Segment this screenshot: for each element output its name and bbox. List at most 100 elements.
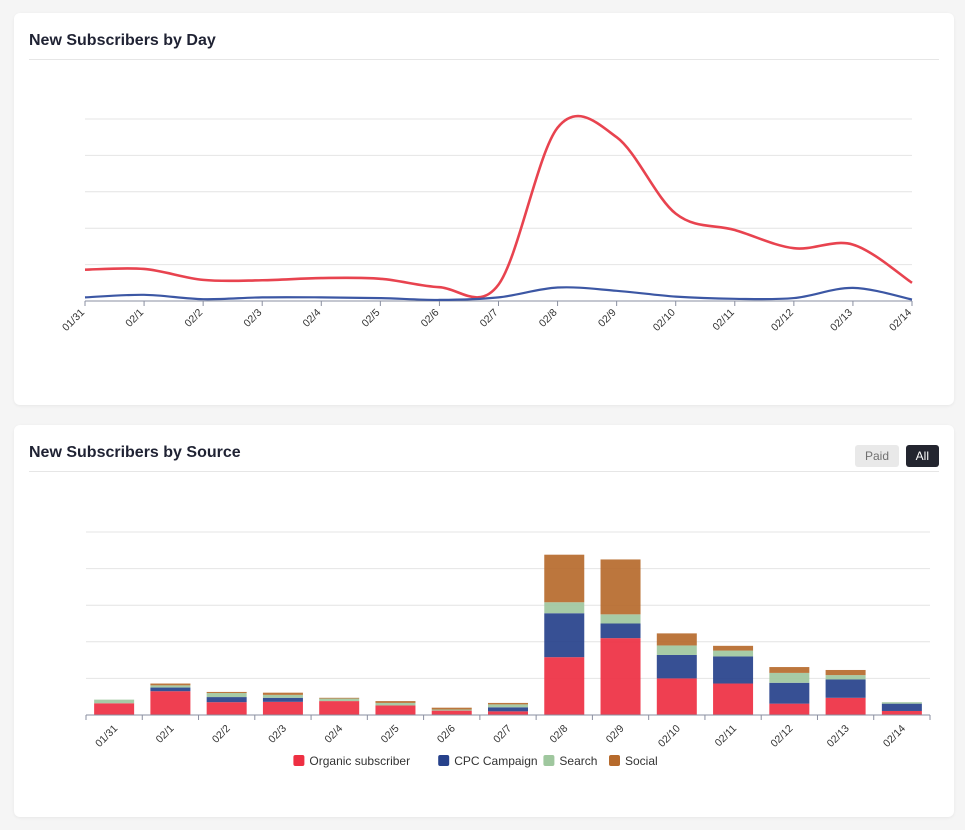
bar-segment-cpc-campaign <box>656 654 697 679</box>
title-divider <box>29 471 939 472</box>
bar-segment-social <box>319 697 360 699</box>
x-tick-label: 02/4 <box>322 723 345 746</box>
x-tick-label: 02/6 <box>435 723 458 746</box>
all-toggle-button[interactable]: All <box>905 445 939 467</box>
series-line-1 <box>84 114 913 299</box>
paid-toggle-button[interactable]: Paid <box>854 445 899 467</box>
x-tick-label: 02/7 <box>478 307 501 330</box>
x-tick-label: 02/14 <box>887 307 914 334</box>
bar-segment-cpc-campaign <box>600 623 641 639</box>
bar-segment-social <box>769 667 810 673</box>
x-tick-label: 02/2 <box>210 723 233 746</box>
x-tick-label: 01/31 <box>60 307 87 334</box>
x-tick-label: 02/10 <box>651 307 678 334</box>
bar-segment-social <box>206 691 247 694</box>
x-tick-label: 02/5 <box>360 307 383 330</box>
bar-segment-cpc-campaign <box>150 687 191 692</box>
x-tick-label: 02/11 <box>710 307 737 334</box>
bar-segment-organic-subscriber <box>825 697 866 715</box>
bar-segment-search <box>206 693 247 698</box>
bar-segment-search <box>881 702 922 704</box>
bar-segment-organic-subscriber <box>375 705 416 715</box>
x-tick-label: 02/13 <box>825 723 852 750</box>
bar-segment-cpc-campaign <box>713 656 754 684</box>
x-tick-label: 02/6 <box>419 307 442 330</box>
stacked-bar-chart: 01/31 02/1 02/2 02/3 02/4 02/5 02/6 02/7 02/8 02/… <box>85 531 931 768</box>
bar-segment-search <box>150 685 191 688</box>
bar-segment-social <box>431 707 472 710</box>
bar-segment-search <box>544 602 585 614</box>
bar-segment-search <box>600 614 641 624</box>
bar-segment-search <box>656 645 697 655</box>
bar-segment-social <box>488 702 528 705</box>
bar-segment-organic-subscriber <box>656 678 697 715</box>
bar-segment-cpc-campaign <box>262 697 303 702</box>
bar-segment-social <box>713 645 754 651</box>
bar-segment-organic-subscriber <box>94 703 135 715</box>
bar-segment-social <box>656 633 697 646</box>
x-tick-label: 02/5 <box>379 723 402 746</box>
x-tick-label: 02/1 <box>123 307 146 330</box>
bar-segment-cpc-campaign <box>206 697 247 703</box>
legend-label: Organic subscriber <box>309 754 410 768</box>
bar-segment-search <box>262 694 303 698</box>
legend-swatch-cpc-campaign <box>438 755 450 766</box>
series-line-2 <box>84 286 913 302</box>
x-tick-label: 01/31 <box>93 723 120 750</box>
bar-segment-cpc-campaign <box>769 682 810 704</box>
bar-segment-organic-subscriber <box>431 710 472 715</box>
line-chart: 01/31 02/1 02/2 02/3 02/4 02/5 02/6 02/7 02/8 02/… <box>60 114 914 334</box>
bar-segment-cpc-campaign <box>488 707 528 712</box>
day-chart-title: New Subscribers by Day <box>29 32 216 49</box>
legend-swatch-organic-subscriber <box>293 755 305 766</box>
bar-segment-organic-subscriber <box>713 683 754 715</box>
legend-swatch-social <box>609 755 620 766</box>
bar-segment-search <box>825 675 866 680</box>
bar-segment-search <box>375 702 416 706</box>
legend-swatch-search <box>543 755 555 766</box>
x-tick-label: 02/3 <box>266 723 289 746</box>
x-tick-label: 02/1 <box>154 723 177 746</box>
bar-segment-search <box>488 704 528 708</box>
subscribers-by-source-card: New Subscribers by Source Paid All 01/31… <box>14 425 954 817</box>
x-tick-label: 02/13 <box>828 307 855 334</box>
x-tick-label: 02/14 <box>881 723 908 750</box>
subscribers-by-day-card: New Subscribers by Day 01/31 02/1 02/2 02/3… <box>14 13 954 405</box>
bar-segment-cpc-campaign <box>544 613 585 658</box>
x-tick-label: 02/8 <box>547 723 570 746</box>
bar-segment-cpc-campaign <box>881 703 922 711</box>
x-tick-label: 02/9 <box>604 723 627 746</box>
bar-segment-organic-subscriber <box>488 711 528 715</box>
x-tick-label: 02/3 <box>241 307 264 330</box>
x-tick-label: 02/12 <box>768 723 795 750</box>
bar-segment-organic-subscriber <box>544 657 585 715</box>
bar-segment-search <box>319 698 360 702</box>
bar-segment-social <box>825 669 866 676</box>
bar-segment-search <box>94 699 135 704</box>
legend-label: Search <box>559 754 597 768</box>
bar-segment-cpc-campaign <box>825 679 866 698</box>
bar-segment-organic-subscriber <box>206 702 247 715</box>
bar-segment-organic-subscriber <box>600 638 641 715</box>
bar-segment-social <box>375 701 416 703</box>
bar-segment-organic-subscriber <box>150 691 191 715</box>
x-tick-label: 02/7 <box>491 723 514 746</box>
bar-segment-organic-subscriber <box>881 710 922 715</box>
x-tick-label: 02/11 <box>713 723 740 750</box>
x-tick-label: 02/12 <box>769 307 796 334</box>
legend-label: Social <box>625 754 658 768</box>
bar-segment-social <box>600 559 641 615</box>
x-tick-label: 02/4 <box>300 307 323 330</box>
title-divider <box>29 59 939 60</box>
bar-segment-social <box>262 692 303 695</box>
bar-segment-organic-subscriber <box>262 701 303 715</box>
bar-segment-search <box>431 709 472 711</box>
source-chart-title: New Subscribers by Source <box>29 444 241 461</box>
bar-segment-social <box>150 683 191 686</box>
x-tick-label: 02/9 <box>596 307 619 330</box>
x-tick-label: 02/8 <box>537 307 560 330</box>
bar-segment-organic-subscriber <box>319 701 360 715</box>
legend-label: CPC Campaign <box>454 754 537 768</box>
bar-segment-organic-subscriber <box>769 703 810 715</box>
bar-segment-search <box>769 672 810 683</box>
